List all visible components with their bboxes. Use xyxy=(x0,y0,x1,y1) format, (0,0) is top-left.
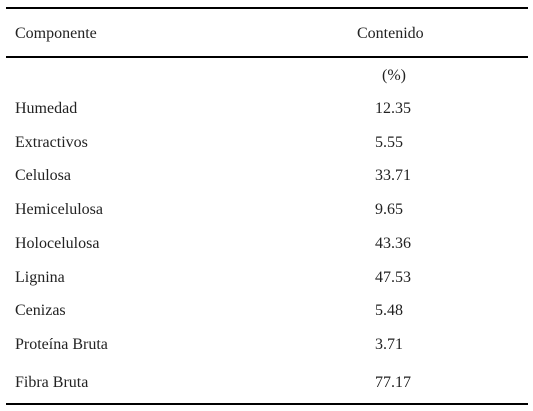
header-component: Componente xyxy=(15,25,97,42)
row-component: Hemicelulosa xyxy=(15,201,103,218)
header-content: Contenido xyxy=(357,25,424,42)
header-unit: (%) xyxy=(382,67,406,84)
row-component: Cenizas xyxy=(15,302,66,319)
row-component: Lignina xyxy=(15,269,65,286)
row-value: 12.35 xyxy=(375,100,411,117)
row-component: Holocelulosa xyxy=(15,235,100,252)
row-component: Humedad xyxy=(15,100,78,117)
row-value: 5.55 xyxy=(375,134,403,151)
row-value: 33.71 xyxy=(375,167,411,184)
row-value: 3.71 xyxy=(375,336,403,353)
row-value: 77.17 xyxy=(375,374,411,391)
row-component: Fibra Bruta xyxy=(15,374,89,391)
row-value: 47.53 xyxy=(375,269,411,286)
table-bottom-rule xyxy=(6,403,528,405)
row-value: 9.65 xyxy=(375,201,403,218)
row-value: 43.36 xyxy=(375,235,411,252)
row-value: 5.48 xyxy=(375,302,403,319)
row-component: Proteína Bruta xyxy=(15,336,108,353)
row-component: Extractivos xyxy=(15,134,88,151)
table-header-rule xyxy=(6,56,528,58)
table-top-rule xyxy=(6,7,528,9)
row-component: Celulosa xyxy=(15,167,71,184)
